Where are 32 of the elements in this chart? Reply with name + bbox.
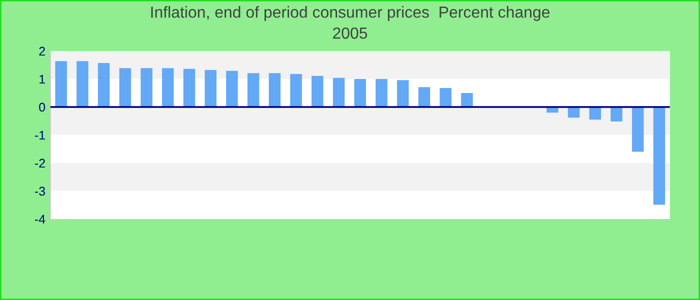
- bar: [290, 74, 302, 107]
- y-tick-label: 1: [40, 74, 45, 84]
- chart-subtitle: 2005: [333, 27, 368, 39]
- bar: [610, 107, 622, 122]
- y-tick-label: 0: [39, 102, 46, 112]
- bar: [397, 80, 409, 107]
- bar: [247, 73, 260, 107]
- bar: [98, 63, 110, 107]
- bar: [418, 87, 430, 107]
- bar: [55, 61, 67, 107]
- bar: [461, 93, 473, 107]
- bar: [226, 70, 238, 107]
- bar: [162, 68, 174, 107]
- bar: [632, 107, 644, 152]
- bar: [204, 70, 216, 107]
- bar: [440, 88, 452, 107]
- y-tick-label: 2: [39, 46, 45, 56]
- y-tick-label: -3: [34, 186, 45, 196]
- bar: [312, 76, 324, 107]
- y-tick-label: -1: [34, 130, 45, 140]
- chart-title: Inflation, end of period consumer prices Percent change: [151, 6, 550, 21]
- bar: [354, 79, 366, 107]
- y-tick-label: -4: [34, 214, 46, 224]
- bar: [119, 68, 132, 107]
- bar: [653, 107, 666, 205]
- bar: [376, 79, 388, 107]
- bar: [183, 68, 196, 107]
- bar: [140, 68, 152, 107]
- bar: [76, 61, 88, 107]
- bar: [268, 73, 281, 107]
- y-tick-label: -2: [34, 158, 45, 168]
- bar: [332, 78, 345, 107]
